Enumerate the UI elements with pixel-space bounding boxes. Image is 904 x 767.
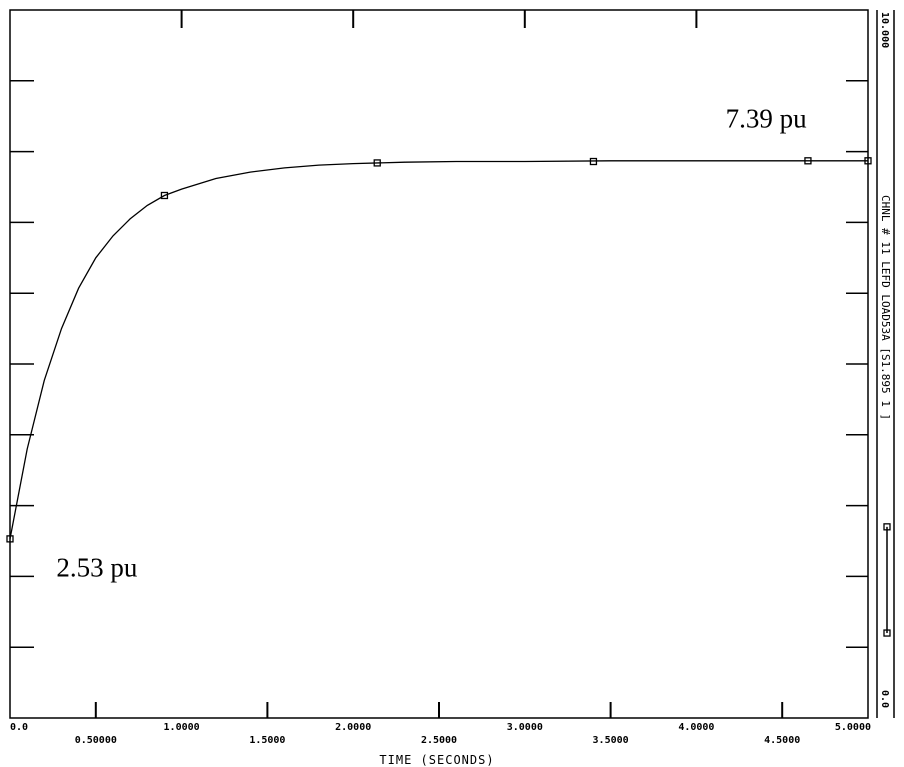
channel-side-label: CHNL # 11 LEFD LOAD53A [S1.895 1 ] [879, 195, 892, 420]
x-tick-label: 1.0000 [164, 722, 200, 733]
tick-marks [10, 10, 868, 718]
annotation-final-value: 7.39 pu [726, 104, 808, 134]
x-tick-label: 5.0000 [835, 722, 871, 733]
side-marker-top [883, 523, 891, 531]
y-tick-label: 0.0 [879, 690, 890, 708]
y-tick-labels: 0.0 10.000 [879, 12, 890, 708]
x-tick-label: 3.5000 [593, 735, 629, 746]
side-marker-bottom [883, 629, 891, 637]
x-tick-label: 1.5000 [249, 735, 285, 746]
series-marker [373, 159, 381, 167]
series-marker [589, 157, 598, 166]
series-marker [864, 157, 872, 165]
annotation-initial-value: 2.53 pu [56, 552, 138, 582]
side-range-marker [883, 523, 891, 637]
x-tick-label: 3.0000 [507, 722, 543, 733]
x-tick-label: 0.50000 [75, 735, 117, 746]
series-markers [6, 157, 872, 543]
x-tick-label: 4.0000 [678, 722, 714, 733]
series-marker [6, 535, 14, 543]
y-tick-label: 10.000 [879, 12, 890, 48]
series-marker [804, 157, 812, 165]
series-line [9, 160, 868, 540]
series-marker [160, 191, 169, 200]
x-tick-label: 2.5000 [421, 735, 457, 746]
x-tick-labels: 0.0 0.50000 1.0000 1.5000 2.0000 2.5000 3.0000… [10, 722, 871, 746]
x-tick-label: 4.5000 [764, 735, 800, 746]
x-tick-label: 0.0 [10, 722, 28, 733]
x-axis-label: TIME (SECONDS) [379, 753, 494, 767]
x-tick-label: 2.0000 [335, 722, 371, 733]
